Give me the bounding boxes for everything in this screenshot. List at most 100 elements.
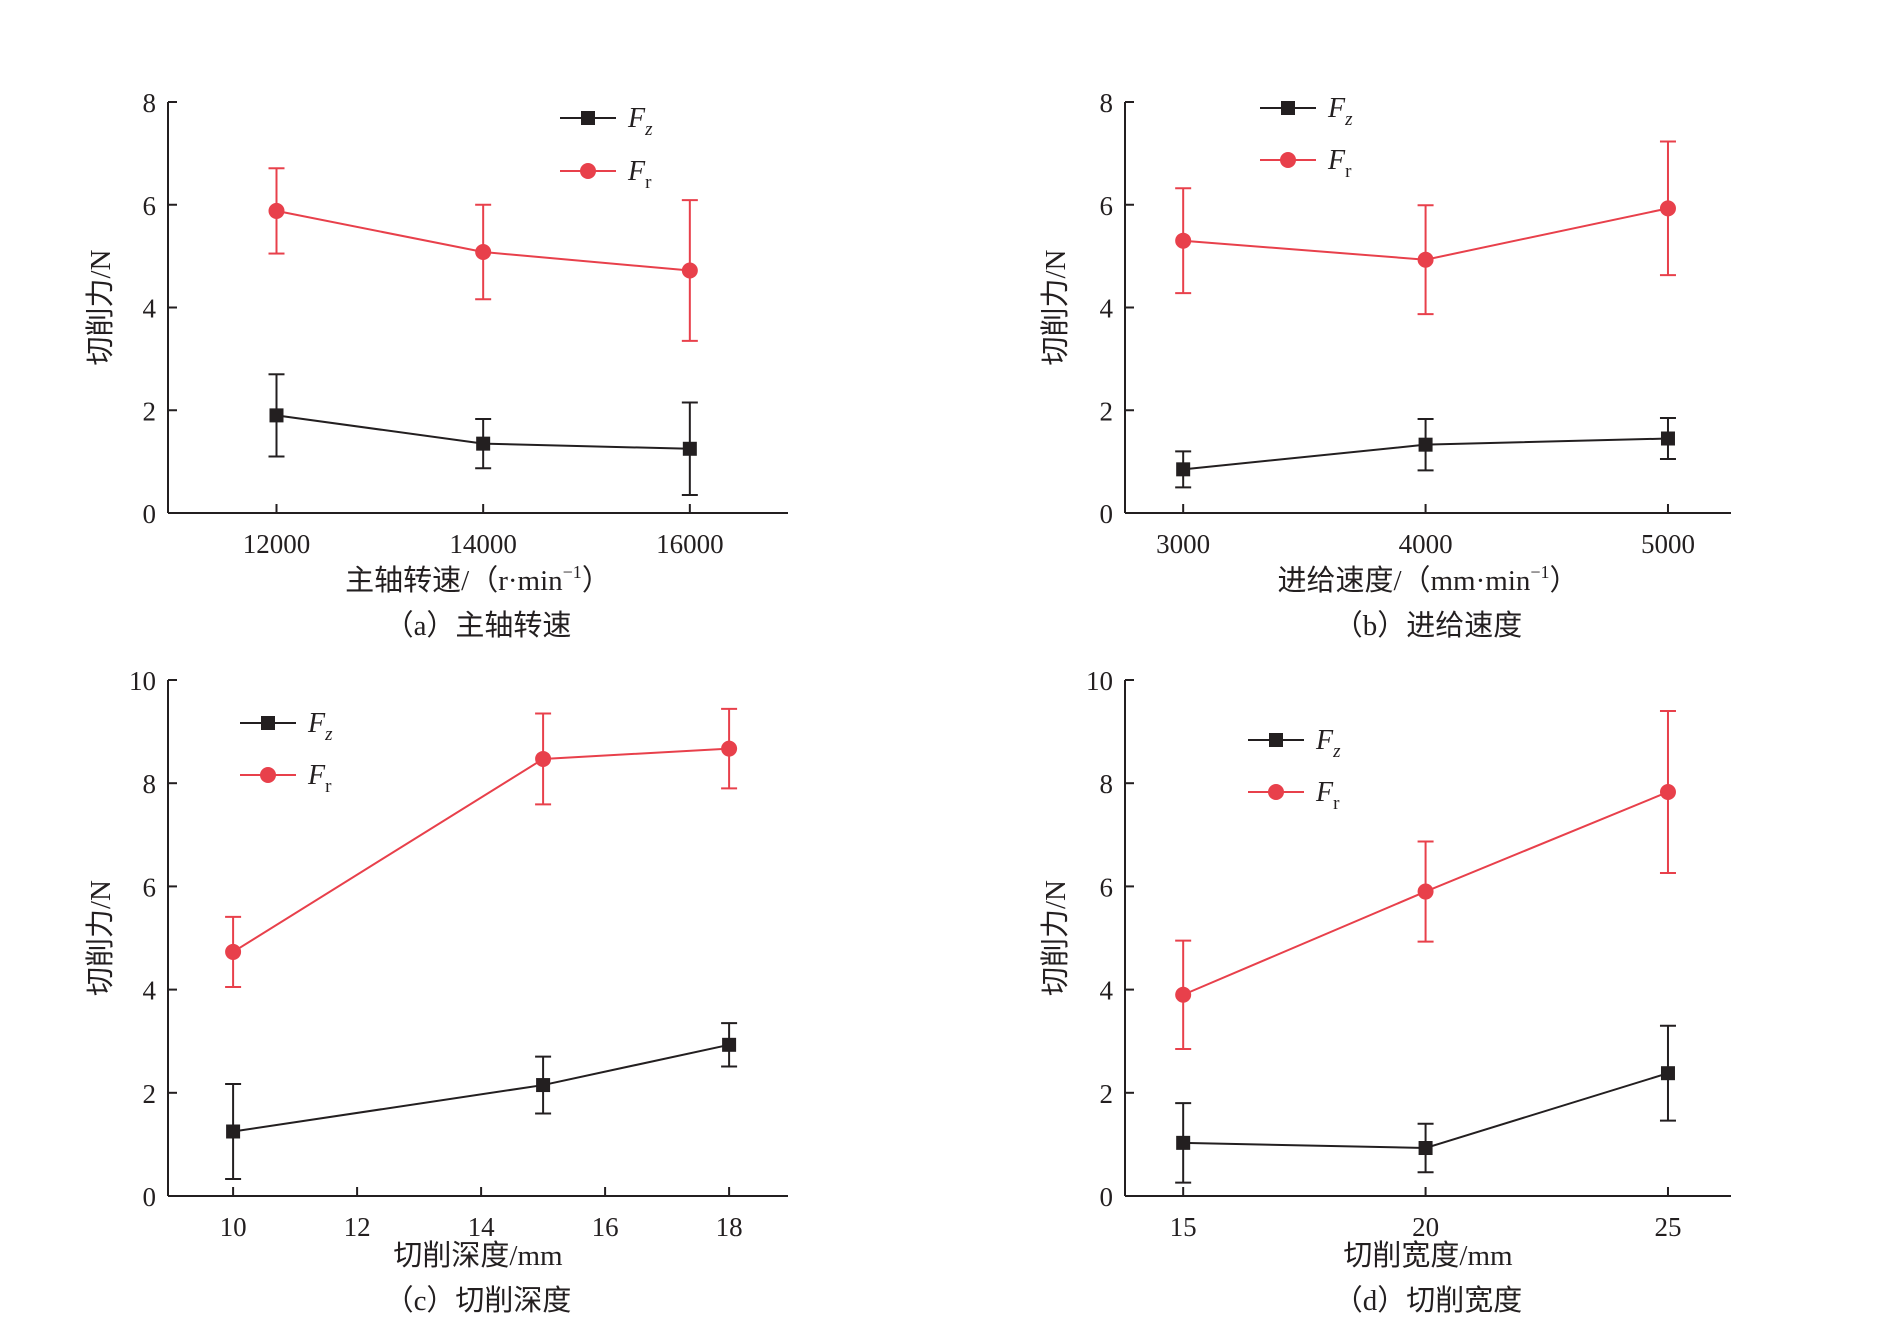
x-axis-label-end: ） xyxy=(1550,565,1579,597)
legend-label-main: F xyxy=(1327,145,1346,176)
legend-label-sub: z xyxy=(324,724,333,745)
data-point-Fr xyxy=(681,262,698,279)
legend-label: Fr xyxy=(307,760,332,797)
y-tick-label: 0 xyxy=(143,1182,157,1212)
data-point-Fz xyxy=(536,1078,551,1093)
x-tick-label: 10 xyxy=(220,1212,247,1242)
data-point-Fr xyxy=(721,740,738,757)
series-Fz xyxy=(1175,416,1676,489)
legend-label-sub: z xyxy=(644,119,653,140)
data-point-Fz xyxy=(722,1037,737,1052)
legend-label-main: F xyxy=(627,103,646,134)
legend-label-sub: r xyxy=(325,776,332,797)
legend-item-Fz: Fz xyxy=(240,708,333,745)
y-tick-label: 8 xyxy=(143,769,157,799)
legend-marker-square xyxy=(1281,101,1295,115)
data-point-Fz xyxy=(1176,462,1191,477)
data-point-Fz xyxy=(682,441,697,456)
data-point-Fr xyxy=(225,943,242,960)
legend-label: Fz xyxy=(307,708,333,745)
y-tick-label: 4 xyxy=(1100,976,1114,1006)
panel-caption: （b）进给速度 xyxy=(1334,609,1523,642)
y-tick-label: 2 xyxy=(1100,396,1114,426)
series-Fz xyxy=(225,1022,738,1180)
legend-item-Fr: Fr xyxy=(240,760,332,797)
x-axis-label-end: ） xyxy=(582,565,611,597)
legend-label-main: F xyxy=(307,760,326,791)
panel-caption: （a）主轴转速 xyxy=(385,609,572,642)
x-axis-label-superscript: −1 xyxy=(1530,562,1549,582)
legend-label: Fz xyxy=(627,103,653,140)
data-point-Fz xyxy=(1418,437,1433,452)
data-point-Fz xyxy=(476,436,491,451)
y-tick-label: 4 xyxy=(143,294,157,324)
y-tick-label: 2 xyxy=(1100,1079,1114,1109)
legend-item-Fr: Fr xyxy=(1260,145,1352,182)
data-point-Fz xyxy=(1176,1135,1191,1150)
data-point-Fz xyxy=(1660,431,1675,446)
x-axis-label: 进给速度/（mm·min−1） xyxy=(1277,562,1578,597)
data-point-Fr xyxy=(535,750,552,767)
legend-label-main: F xyxy=(1315,777,1334,808)
legend-label-sub: r xyxy=(645,172,652,193)
legend-label: Fr xyxy=(1315,777,1340,814)
x-tick-label: 20 xyxy=(1412,1212,1439,1242)
data-point-Fr xyxy=(1417,251,1434,268)
legend-label: Fr xyxy=(627,156,652,193)
series-Fr xyxy=(1175,709,1676,1050)
data-point-Fr xyxy=(1659,783,1676,800)
y-tick-label: 2 xyxy=(143,396,157,426)
y-tick-label: 10 xyxy=(129,666,156,696)
x-tick-label: 15 xyxy=(1170,1212,1197,1242)
y-tick-label: 4 xyxy=(143,976,157,1006)
series-Fr xyxy=(1175,140,1676,316)
x-axis-label-superscript: −1 xyxy=(563,562,582,582)
legend-item-Fz: Fz xyxy=(560,103,653,140)
x-tick-label: 12 xyxy=(344,1212,371,1242)
data-point-Fr xyxy=(1175,986,1192,1003)
x-axis-label-text: 主轴转速/（r·min xyxy=(345,564,563,597)
x-tick-label: 16 xyxy=(592,1212,619,1242)
series-Fz xyxy=(1175,1024,1676,1184)
y-tick-label: 10 xyxy=(1086,666,1113,696)
legend-marker-circle xyxy=(1280,152,1296,168)
data-point-Fz xyxy=(1418,1141,1433,1156)
x-tick-label: 14 xyxy=(468,1212,496,1242)
legend-item-Fr: Fr xyxy=(1248,777,1340,814)
legend-label-main: F xyxy=(307,708,326,739)
series-Fr xyxy=(225,707,738,989)
legend-item-Fr: Fr xyxy=(560,156,652,193)
x-tick-label: 3000 xyxy=(1156,529,1210,559)
x-tick-label: 25 xyxy=(1654,1212,1681,1242)
legend-label-main: F xyxy=(1327,93,1346,124)
legend-marker-square xyxy=(581,111,595,125)
y-tick-label: 0 xyxy=(1100,1182,1114,1212)
x-tick-label: 14000 xyxy=(449,529,517,559)
legend-label-main: F xyxy=(1315,725,1334,756)
data-point-Fr xyxy=(475,244,492,261)
y-tick-label: 8 xyxy=(1100,88,1114,118)
y-tick-label: 8 xyxy=(1100,769,1114,799)
y-tick-label: 2 xyxy=(143,1079,157,1109)
legend-marker-square xyxy=(261,716,275,730)
data-point-Fz xyxy=(226,1124,241,1139)
data-point-Fr xyxy=(1417,883,1434,900)
y-tick-label: 6 xyxy=(143,191,157,221)
y-tick-label: 0 xyxy=(143,499,157,529)
legend-label: Fz xyxy=(1327,93,1353,130)
y-axis-label: 切削力/N xyxy=(84,249,117,365)
x-tick-label: 16000 xyxy=(656,529,724,559)
x-tick-label: 5000 xyxy=(1641,529,1695,559)
legend-label-main: F xyxy=(627,156,646,187)
legend-label: Fz xyxy=(1315,725,1341,762)
legend-item-Fz: Fz xyxy=(1248,725,1341,762)
x-axis-label: 切削深度/mm xyxy=(393,1239,563,1272)
legend-item-Fz: Fz xyxy=(1260,93,1353,130)
legend-marker-circle xyxy=(580,163,596,179)
x-axis-label-text: 切削深度/mm xyxy=(393,1239,563,1272)
panel-caption: （c）切削深度 xyxy=(385,1284,572,1317)
y-tick-label: 6 xyxy=(143,872,157,902)
legend-label-sub: z xyxy=(1344,109,1353,130)
